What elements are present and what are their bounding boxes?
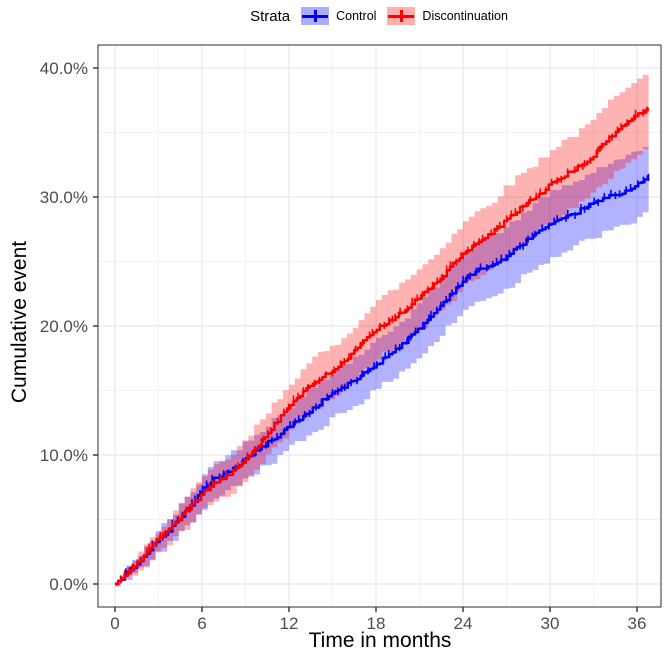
grid-major [98, 45, 661, 607]
x-tick-label: 12 [280, 614, 299, 633]
y-tick-label: 0.0% [49, 575, 88, 594]
x-tick-label: 18 [367, 614, 386, 633]
x-tick-label: 0 [110, 614, 119, 633]
ci-band-control [115, 144, 649, 587]
y-axis-title: Cumulative event [8, 240, 31, 404]
discontinuation-censor-tick-swatch [399, 10, 403, 22]
legend-title: Strata [250, 7, 291, 25]
control-key-icon [301, 7, 330, 25]
legend-item-discontinuation: Discontinuation [387, 7, 508, 25]
axis-ticks [93, 67, 638, 612]
x-tick-label: 6 [197, 614, 206, 633]
x-tick-label: 30 [541, 614, 560, 633]
x-axis-title: Time in months [308, 629, 452, 652]
x-tick-label: 24 [454, 614, 473, 633]
legend: Strata Control Discontinuation [98, 3, 660, 29]
discontinuation-key-icon [387, 7, 416, 25]
x-tick-label: 36 [628, 614, 647, 633]
y-tick-label: 10.0% [40, 446, 88, 465]
legend-item-control: Control [301, 7, 376, 25]
legend-label-discontinuation: Discontinuation [422, 9, 508, 23]
y-tick-label: 30.0% [40, 188, 88, 207]
data-layer [115, 69, 650, 587]
legend-label-control: Control [336, 9, 377, 23]
x-tick-labels: 0 6 12 18 24 30 36 [110, 614, 646, 633]
censor-marks-discontinuation [120, 106, 648, 584]
y-tick-label: 20.0% [40, 317, 88, 336]
y-tick-labels: 0.0% 10.0% 20.0% 30.0% 40.0% [40, 59, 88, 594]
y-tick-label: 40.0% [40, 59, 88, 78]
control-censor-tick-swatch [313, 10, 317, 22]
